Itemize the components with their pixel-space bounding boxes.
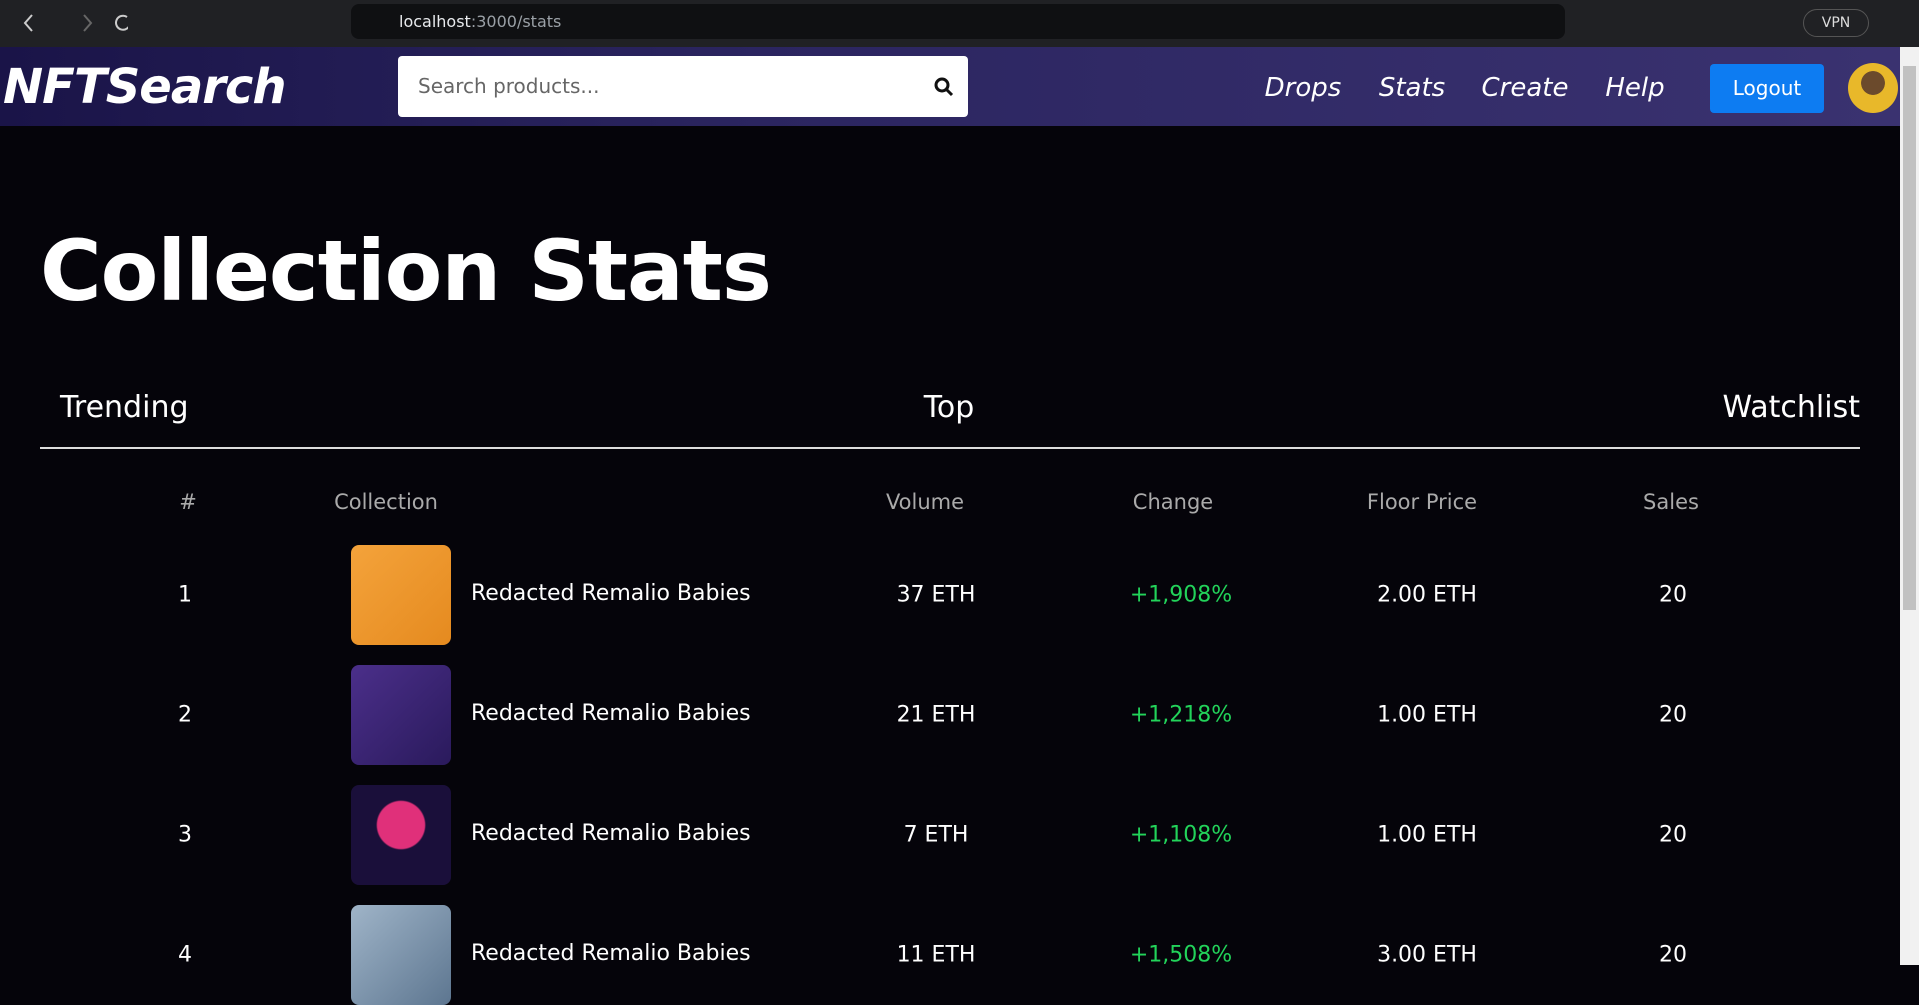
- collection-image[interactable]: [351, 665, 451, 765]
- column-header: Floor Price: [1366, 490, 1478, 514]
- sales: 20: [1659, 702, 1687, 728]
- sales: 20: [1659, 822, 1687, 848]
- collection-name[interactable]: Redacted Remalio Babies: [471, 821, 751, 846]
- collection-image[interactable]: [351, 785, 451, 885]
- rank: 4: [178, 942, 192, 968]
- nav-link[interactable]: Stats: [1378, 73, 1446, 103]
- collection-name[interactable]: Redacted Remalio Babies: [471, 941, 751, 966]
- rank: 3: [178, 822, 192, 848]
- nav-link[interactable]: Help: [1605, 73, 1665, 103]
- sales: 20: [1659, 942, 1687, 968]
- column-header: Change: [1132, 490, 1214, 514]
- search-placeholder: Search products...: [418, 74, 600, 98]
- floor-price: 1.00 ETH: [1377, 702, 1477, 728]
- collection-image[interactable]: [351, 905, 451, 1005]
- change: +1,218%: [1129, 702, 1233, 728]
- change: +1,908%: [1129, 582, 1233, 608]
- rank: 2: [178, 702, 192, 728]
- volume: 7 ETH: [903, 822, 969, 848]
- navbar: NFTSearch Search products... Drops Stats C…: [0, 47, 1900, 126]
- browser-toolbar: localhost:3000/stats VPN: [0, 0, 1919, 47]
- url-host: localhost: [399, 12, 471, 31]
- search-input[interactable]: Search products...: [398, 56, 968, 117]
- change: +1,508%: [1129, 942, 1233, 968]
- vpn-button[interactable]: VPN: [1803, 9, 1869, 37]
- nav-buttons: [23, 14, 128, 32]
- divider: [40, 447, 1860, 449]
- avatar[interactable]: [1848, 63, 1898, 113]
- logout-button[interactable]: Logout: [1710, 64, 1824, 113]
- url-path: :3000/stats: [470, 12, 562, 31]
- change: +1,108%: [1129, 822, 1233, 848]
- nav-link[interactable]: Drops: [1264, 73, 1342, 103]
- column-header: Volume: [885, 490, 965, 514]
- column-header: Collection: [334, 490, 438, 514]
- nav-link[interactable]: Create: [1481, 73, 1569, 103]
- rank: 1: [178, 582, 192, 608]
- tab[interactable]: Watchlist: [1722, 390, 1860, 425]
- floor-price: 2.00 ETH: [1377, 582, 1477, 608]
- column-header: #: [179, 490, 197, 514]
- scroll-thumb[interactable]: [1903, 66, 1916, 610]
- column-header: Sales: [1643, 490, 1699, 514]
- sales: 20: [1659, 582, 1687, 608]
- volume: 21 ETH: [896, 702, 976, 728]
- collection-name[interactable]: Redacted Remalio Babies: [471, 581, 751, 606]
- floor-price: 1.00 ETH: [1377, 822, 1477, 848]
- search-icon[interactable]: [934, 77, 954, 97]
- collection-image[interactable]: [351, 545, 451, 645]
- floor-price: 3.00 ETH: [1377, 942, 1477, 968]
- volume: 11 ETH: [896, 942, 976, 968]
- page-title: Collection Stats: [40, 222, 772, 320]
- collection-name[interactable]: Redacted Remalio Babies: [471, 701, 751, 726]
- address-bar[interactable]: localhost:3000/stats: [351, 4, 1565, 39]
- brand[interactable]: NFTSearch: [3, 59, 287, 115]
- tab[interactable]: Trending: [60, 390, 189, 425]
- volume: 37 ETH: [896, 582, 976, 608]
- tab[interactable]: Top: [923, 390, 975, 425]
